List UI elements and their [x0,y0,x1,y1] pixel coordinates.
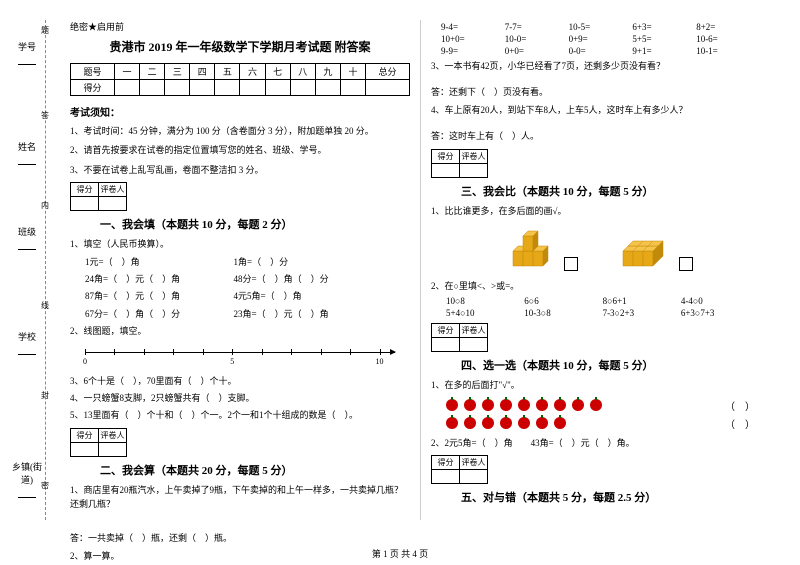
question: 3、一本书有42页，小华已经看了7页，还剩多少页没有看？ [431,59,770,73]
question: 2、2元5角=（ ）角 43角=（ ）元（ ）角。 [431,436,770,450]
binding-margin: 学号 姓名 班级 学校 乡镇(街道) 题 答 内 线 封 密 [15,20,55,520]
question: 3、6个十是（ ），70里面有（ ）个十。 [70,374,410,388]
binding-label: 学号 [12,40,42,80]
small-score-box: 得分评卷人 [70,182,127,211]
secret-label: 绝密★启用前 [70,20,410,33]
section-3-title: 三、我会比（本题共 10 分，每题 5 分） [461,183,770,199]
arithmetic-block: 9-4=7-7=10-5=6+3=8+2=10+0=10-0=0+9=5+5=1… [431,22,770,56]
score-table: 题号一二 三四五 六七八 九十总分 得分 [70,63,410,96]
small-score-box: 得分评卷人 [431,455,488,484]
section-2-title: 二、我会算（本题共 20 分，每题 5 分） [100,462,410,478]
binding-dashed-line [45,20,46,520]
binding-mark: 题 [41,25,49,36]
notice-item: 3、不要在试卷上乱写乱画，卷面不整洁扣 3 分。 [70,163,410,177]
binding-label: 班级 [12,225,42,265]
binding-mark: 封 [41,390,49,401]
checkbox[interactable] [679,257,693,271]
question: 1、填空（人民币换算）。 [70,237,410,251]
small-score-box: 得分评卷人 [431,323,488,352]
section-5-title: 五、对与错（本题共 5 分，每题 2.5 分） [461,489,770,505]
notice-title: 考试须知： [70,104,410,119]
blue-cubes-icon [618,236,673,271]
small-score-box: 得分评卷人 [70,428,127,457]
number-line: 0510 [85,344,395,369]
cube-comparison [431,226,770,271]
question: 1、在多的后面打"√"。 [431,378,770,392]
gold-cubes-icon [508,226,558,271]
section-4-title: 四、选一选（本题共 10 分，每题 5 分） [461,357,770,373]
section-1-title: 一、我会填（本题共 10 分，每题 2 分） [100,216,410,232]
binding-label: 姓名 [12,140,42,180]
question: 2、线图题，填空。 [70,324,410,338]
binding-mark: 密 [41,480,49,491]
checkbox[interactable] [564,257,578,271]
notice-item: 2、请首先按要求在试卷的指定位置填写您的姓名、班级、学号。 [70,143,410,157]
binding-label: 乡镇(街道) [12,460,42,513]
fill-blank-row: 87角=（ ）元（ ）角 4元5角=（ ）角 [70,289,410,303]
page-container: 绝密★启用前 贵港市 2019 年一年级数学下学期月考试题 附答案 题号一二 三… [0,0,800,540]
binding-mark: 答 [41,110,49,121]
question: 4、车上原有20人，到站下车8人，上车5人，这时车上有多少人？ [431,103,770,117]
question: 1、商店里有20瓶汽水，上午卖掉了9瓶，下午卖掉的和上午一样多，一共卖掉几瓶？还… [70,483,410,512]
apple-rows: （ ） （ ） [446,398,755,431]
fill-blank-row: 1元=（ ）角 1角=（ ）分 [70,255,410,269]
exam-title: 贵港市 2019 年一年级数学下学期月考试题 附答案 [70,38,410,55]
question: 5、13里面有（ ）个十和（ ）个一。2个一和1个十组成的数是（ ）。 [70,408,410,422]
question: 1、比比谁更多，在多后面的画√。 [431,204,770,218]
answer-line: 答：这时车上有（ ）人。 [431,129,770,143]
question: 2、在○里填<、>或=。 [431,279,770,293]
fill-blank-row: 67分=（ ）角（ ）分 23角=（ ）元（ ）角 [70,307,410,321]
answer-line: 答：还剩下（ ）页没有看。 [431,85,770,99]
right-column: 9-4=7-7=10-5=6+3=8+2=10+0=10-0=0+9=5+5=1… [420,20,780,520]
fill-blank-row: 24角=（ ）元（ ）角 48分=（ ）角（ ）分 [70,272,410,286]
answer-line: 答：一共卖掉（ ）瓶，还剩（ ）瓶。 [70,531,410,545]
comparison-block: 10○86○68○6+14-4○05+4○1010-3○87-3○2+36+3○… [431,296,770,318]
binding-mark: 内 [41,200,49,211]
notice-item: 1、考试时间：45 分钟，满分为 100 分（含卷面分 3 分），附加题单独 2… [70,124,410,138]
binding-mark: 线 [41,300,49,311]
page-footer: 第 1 页 共 4 页 [0,547,800,560]
left-column: 绝密★启用前 贵港市 2019 年一年级数学下学期月考试题 附答案 题号一二 三… [60,20,420,540]
binding-label: 学校 [12,330,42,370]
small-score-box: 得分评卷人 [431,149,488,178]
question: 4、一只螃蟹8支脚，2只螃蟹共有（ ）支脚。 [70,391,410,405]
